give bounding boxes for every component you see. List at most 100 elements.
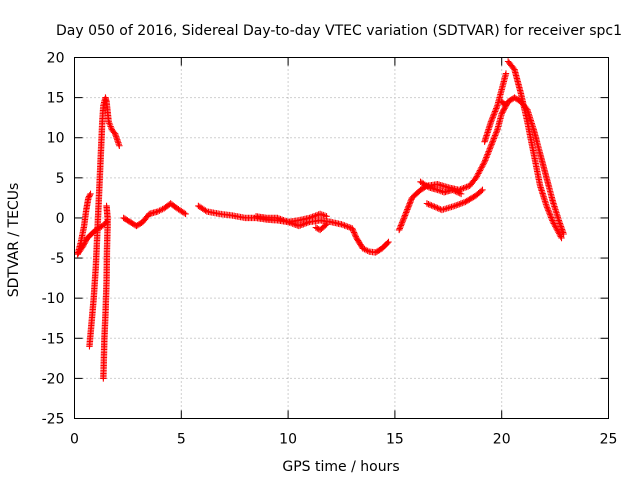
y-tick-label: 15 [47, 91, 65, 107]
data-point-plus [297, 222, 304, 229]
data-point-plus [350, 229, 358, 236]
data-point-plus [344, 223, 351, 230]
data-point-plus [453, 188, 461, 196]
data-point-plus [284, 218, 292, 226]
data-point-plus [301, 220, 309, 227]
data-segment [417, 178, 465, 198]
grid-lines [74, 57, 609, 419]
data-point-plus [490, 112, 497, 120]
data-point-plus [281, 217, 289, 225]
data-point-plus [457, 200, 465, 207]
x-tick-label: 0 [70, 432, 79, 448]
data-point-plus [407, 197, 415, 205]
data-point-plus [345, 224, 353, 231]
x-axis-label: GPS time / hours [282, 459, 399, 475]
data-segment [86, 94, 123, 350]
data-point-plus [401, 213, 408, 221]
data-point-plus [457, 186, 464, 193]
data-point-plus [486, 145, 494, 152]
plot-frame [74, 57, 609, 419]
data-point-plus [489, 138, 496, 145]
data-point-plus [300, 221, 307, 228]
data-segment [252, 213, 392, 256]
data-point-plus [488, 115, 496, 122]
data-point-plus [490, 111, 498, 118]
x-tick-label: 5 [177, 432, 186, 448]
data-segment [504, 58, 565, 242]
data-point-plus [490, 136, 497, 144]
data-point-plus [456, 200, 463, 208]
x-tick-label: 10 [279, 432, 297, 448]
data-point-plus [385, 238, 392, 246]
data-point-plus [501, 101, 509, 108]
data-point-plus [492, 130, 499, 138]
y-tick-label: -25 [42, 412, 65, 428]
data-point-plus [298, 221, 306, 229]
data-point-plus [475, 170, 482, 177]
data-point-plus [489, 114, 496, 121]
data-point-plus [398, 219, 406, 226]
data-point-plus [401, 212, 409, 219]
data-point-plus [549, 217, 556, 224]
data-point-plus [554, 227, 561, 234]
data-point-plus [485, 148, 492, 155]
data-point-plus [460, 184, 467, 192]
data-point-plus [487, 142, 495, 149]
data-point-plus [449, 186, 456, 194]
data-point-plus [202, 207, 209, 214]
data-point-plus [434, 204, 441, 212]
data-point-plus [491, 133, 498, 141]
data-point-plus [493, 129, 500, 136]
data-point-plus [405, 201, 413, 209]
data-point-plus [423, 200, 431, 207]
y-tick-label: -10 [42, 291, 65, 307]
data-point-plus [488, 139, 496, 147]
data-segment [481, 70, 510, 145]
data-point-plus [348, 225, 356, 232]
y-tick-label: 5 [56, 171, 65, 187]
data-point-plus [545, 207, 552, 214]
data-point-plus [292, 221, 299, 229]
data-point-plus [352, 232, 359, 239]
data-point-plus [402, 209, 410, 216]
data-point-plus [488, 141, 495, 148]
data-point-plus [404, 206, 411, 213]
data-point-plus [460, 199, 468, 206]
data-point-plus [558, 234, 565, 242]
y-tick-label: 0 [56, 211, 65, 227]
data-point-plus [338, 221, 345, 228]
data-point-plus [487, 144, 494, 151]
data-point-plus [431, 203, 438, 210]
data-point-plus [402, 210, 409, 218]
data-point-plus [322, 222, 329, 229]
data-point-plus [400, 215, 408, 222]
data-point-plus [493, 103, 501, 111]
data-point-plus [295, 222, 302, 230]
data-point-plus [486, 146, 493, 154]
data-point-plus [342, 222, 350, 230]
y-axis-label: SDTVAR / TECUs [6, 183, 22, 298]
data-point-plus [479, 186, 486, 194]
data-point-plus [546, 210, 553, 217]
data-point-plus [491, 108, 499, 115]
data-point-plus [452, 188, 459, 195]
data-point-plus [472, 174, 480, 182]
data-point-plus [552, 223, 559, 230]
data-point-plus [429, 202, 437, 210]
data-point-plus [492, 106, 499, 114]
data-point-plus [396, 225, 403, 232]
data-segment [423, 186, 486, 214]
data-point-plus [490, 135, 498, 142]
data-point-plus [397, 223, 404, 231]
data-point-plus [451, 202, 458, 210]
data-point-plus [481, 158, 488, 165]
chart-title: Day 050 of 2016, Sidereal Day-to-day VTE… [56, 23, 622, 39]
data-point-plus [116, 142, 123, 149]
x-tick-label: 25 [600, 432, 618, 448]
data-point-plus [547, 212, 554, 220]
data-point-plus [491, 132, 499, 139]
data-point-plus [548, 215, 555, 223]
data-point-plus [483, 154, 490, 161]
data-point-plus [546, 211, 554, 218]
data-point-plus [474, 171, 481, 179]
